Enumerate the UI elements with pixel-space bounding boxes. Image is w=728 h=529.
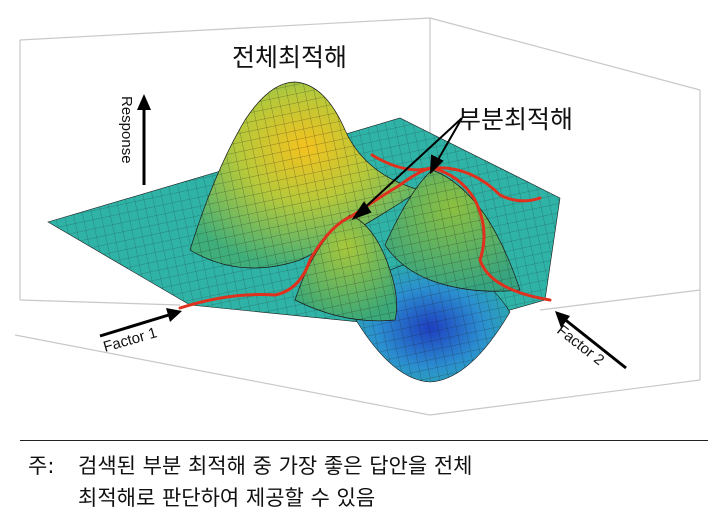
note-divider [20, 440, 708, 441]
global-optimum-label: 전체최적해 [232, 43, 348, 72]
figure-note: 주: 검색된 부분 최적해 중 가장 좋은 답안을 전체 최적해로 판단하여 제… [28, 450, 708, 514]
note-prefix: 주: [28, 454, 55, 478]
optimum-paths [178, 153, 552, 310]
response-axis-label: Response [118, 96, 135, 164]
response-axis: Response [118, 94, 151, 185]
factor1-axis-label: Factor 1 [101, 324, 159, 356]
local-optimum-pointers [351, 117, 463, 221]
note-line-1: 검색된 부분 최적해 중 가장 좋은 답안을 전체 [78, 454, 473, 478]
response-surface-figure: Response Factor 1 Factor 2 [14, 17, 701, 416]
factor1-axis: Factor 1 [99, 308, 182, 356]
axis-box-lines [14, 17, 701, 416]
local-optimum-label: 부분최적해 [458, 105, 574, 134]
factor2-axis: Factor 2 [554, 311, 627, 370]
note-line-2: 최적해로 판단하여 제공할 수 있음 [78, 486, 376, 510]
